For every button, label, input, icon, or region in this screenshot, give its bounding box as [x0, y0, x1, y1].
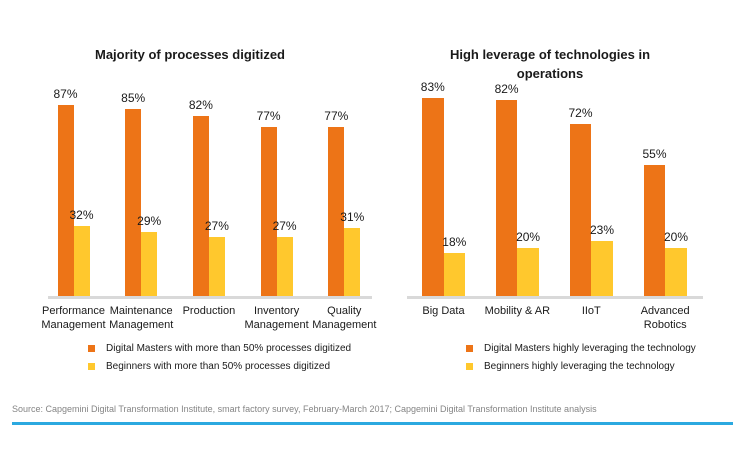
bar-value-label: 82% [188, 98, 213, 112]
bar-digital-masters [495, 100, 518, 296]
bar-value-label: 20% [663, 230, 689, 245]
x-axis-line [407, 296, 703, 299]
bar-value-label: 32% [69, 207, 94, 222]
bar-beginners [141, 232, 158, 296]
bar-digital-masters [643, 164, 666, 296]
bar-value-label: 55% [642, 146, 667, 161]
legend-item: Digital Masters highly leveraging the te… [466, 342, 696, 355]
source-note: Source: Capgemini Digital Transformation… [12, 404, 597, 414]
legend-item: Beginners highly leveraging the technolo… [466, 360, 696, 373]
legend-label: Digital Masters with more than 50% proce… [106, 343, 352, 354]
legend: Digital Masters with more than 50% proce… [88, 342, 351, 373]
bar-value-label: 31% [340, 210, 365, 224]
bar-value-label: 18% [442, 235, 467, 250]
legend-swatch [88, 345, 95, 352]
bar-value-label: 83% [420, 80, 445, 94]
legend-swatch [466, 363, 473, 370]
accent-rule [12, 422, 733, 425]
bar-value-label: 87% [53, 87, 78, 101]
category-label: Performance Management [41, 305, 106, 331]
bar-digital-masters [260, 127, 277, 296]
bar-value-label: 72% [568, 106, 593, 121]
bar-value-label: 77% [324, 109, 349, 123]
category-label: Advanced Robotics [640, 305, 690, 331]
bar-value-label: 82% [494, 82, 519, 97]
bar-beginners [73, 225, 90, 296]
bar-value-label: 20% [516, 230, 541, 245]
bar-digital-masters [328, 127, 345, 296]
bar-digital-masters [57, 105, 74, 296]
legend-item: Digital Masters with more than 50% proce… [88, 342, 351, 355]
category-label: IIoT [581, 305, 601, 317]
bar-value-label: 85% [121, 91, 146, 106]
legend: Digital Masters highly leveraging the te… [466, 342, 696, 373]
bar-value-label: 29% [137, 214, 162, 229]
bar-value-label: 77% [256, 109, 281, 123]
bar-beginners [591, 241, 613, 296]
category-label: Quality Management [312, 305, 377, 331]
bar-beginners [443, 253, 465, 296]
chart-title: Majority of processes digitized [95, 47, 285, 62]
bar-beginners [517, 248, 539, 296]
bar-value-label: 27% [204, 218, 229, 233]
category-label: Big Data [422, 305, 465, 317]
category-label: Production [182, 305, 236, 317]
bar-value-label: 27% [272, 218, 297, 233]
legend-label: Digital Masters highly leveraging the te… [484, 343, 696, 354]
bar-beginners [665, 248, 687, 296]
legend-label: Beginners highly leveraging the technolo… [484, 361, 675, 372]
legend-swatch [88, 363, 95, 370]
legend-swatch [466, 345, 473, 352]
x-axis-line [48, 296, 372, 299]
bar-digital-masters [192, 116, 209, 296]
category-label: Mobility & AR [484, 305, 551, 317]
category-label: Maintenance Management [109, 305, 174, 331]
bar-beginners [208, 236, 225, 296]
bar-beginners [344, 228, 361, 296]
bar-digital-masters [125, 109, 142, 296]
bar-digital-masters [569, 124, 592, 296]
bar-value-label: 23% [589, 223, 615, 238]
bar-beginners [276, 236, 293, 296]
bar-digital-masters [422, 98, 444, 296]
legend-label: Beginners with more than 50% processes d… [106, 361, 331, 372]
category-label: Inventory Management [244, 305, 309, 331]
legend-item: Beginners with more than 50% processes d… [88, 360, 351, 373]
chart-title: High leverage of technologies in operati… [449, 47, 651, 81]
